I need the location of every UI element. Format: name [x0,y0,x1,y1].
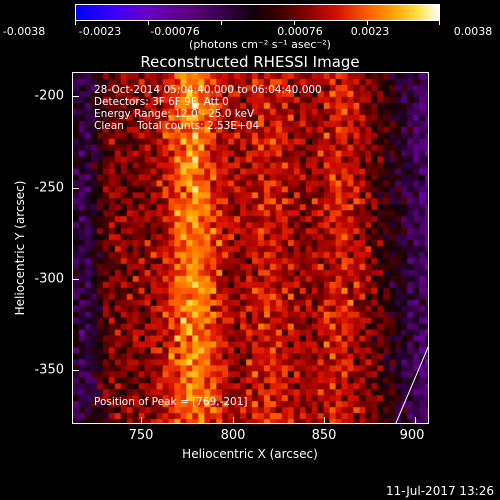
y-tick [72,370,79,371]
y-tick [72,279,79,280]
colorbar-tick [439,21,440,25]
x-tick-label: 900 [399,428,425,443]
limb-line [395,346,428,423]
flux-map [73,73,428,423]
colorbar-tick-label: 0.0023 [350,25,390,38]
x-tick [141,417,142,424]
y-axis-title: Heliocentric Y (arcsec) [13,180,27,316]
colorbar-tick-label: 0.00076 [277,25,323,38]
colorbar-tick [294,21,295,25]
x-tick [415,417,416,424]
colorbar [75,4,440,21]
y-tick-label: -200 [34,88,64,104]
info-detectors: Detectors: 3F 6F 9F, Att 0 [94,96,229,108]
x-tick-label: 750 [128,428,154,443]
timestamp: 11-Jul-2017 13:26 [385,484,494,498]
colorbar-tick [367,21,368,25]
colorbar-tick [148,21,149,25]
info-time: 28-Oct-2014 05:04:40.000 to 06:04:40.000 [94,84,322,96]
colorbar-tick-label: -0.00076 [150,25,200,38]
colorbar-tick [75,21,76,25]
colorbar-tick-label: -0.0038 [2,25,46,38]
plot-title: Reconstructed RHESSI Image [140,53,360,71]
x-tick [324,417,325,424]
y-tick-label: -250 [34,180,64,196]
colorbar-tick [221,21,222,25]
y-tick-label: -300 [34,271,64,287]
colorbar-tick-label: -0.0023 [78,25,122,38]
info-clean: Clean Total counts: 2.53E+04 [94,120,260,132]
x-axis-title: Heliocentric X (arcsec) [182,447,318,461]
info-energy: Energy Range: 12.0 - 25.0 keV [94,108,255,120]
x-tick-label: 800 [220,428,246,443]
x-tick-label: 850 [311,428,337,443]
y-tick [72,188,79,189]
colorbar-units: (photons cm⁻² s⁻¹ asec⁻²) [189,38,331,51]
image-plot: 28-Oct-2014 05:04:40.000 to 06:04:40.000… [72,72,429,424]
info-peak: Position of Peak = [769,-201] [94,396,248,408]
y-tick [72,96,79,97]
y-tick-label: -350 [34,362,64,378]
colorbar-tick-label: 0.0038 [453,25,493,38]
x-tick [233,417,234,424]
